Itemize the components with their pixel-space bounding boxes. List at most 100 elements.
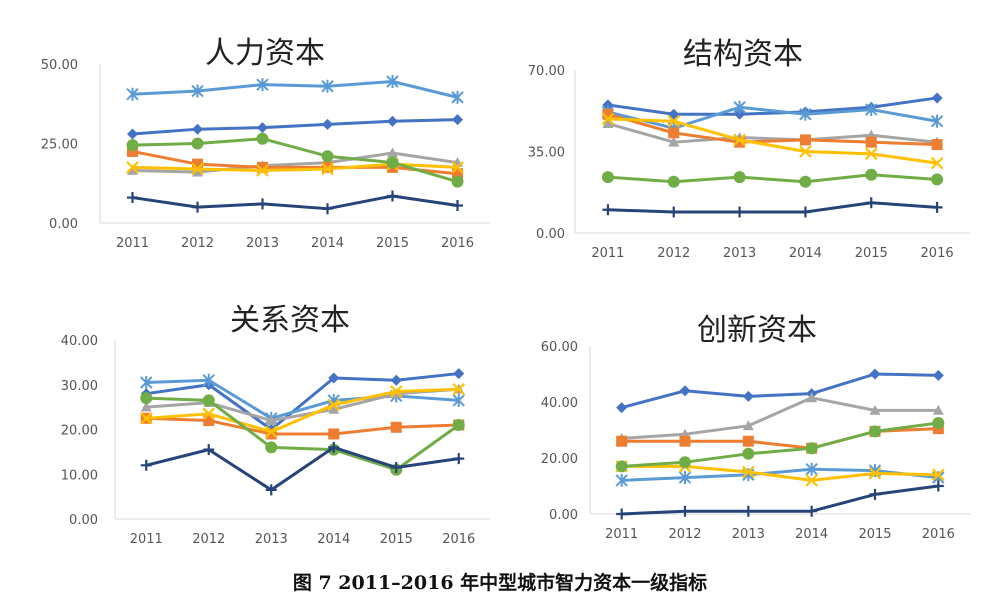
data-point (733, 171, 746, 184)
data-point (387, 147, 398, 158)
y-tick-label: 0.00 (49, 217, 78, 232)
chart-panel: 关系资本 0.00 10.00 20.00 30.00 40.00 2011 2012 2013… (61, 303, 490, 547)
series-line (132, 79, 458, 99)
series-line (146, 396, 460, 472)
y-tick-label: 25.00 (41, 138, 78, 153)
data-point (869, 425, 881, 438)
data-point (452, 114, 463, 126)
x-tick-label: 2014 (317, 532, 350, 547)
data-point (256, 132, 269, 145)
series-1 (616, 368, 944, 414)
data-point (452, 200, 463, 212)
data-point (742, 435, 754, 447)
series-6 (615, 417, 945, 473)
data-point (328, 428, 340, 440)
x-tick-label: 2015 (380, 532, 413, 547)
data-point (451, 161, 464, 174)
series-line (145, 445, 459, 492)
x-tick-label: 2016 (921, 246, 954, 261)
x-tick-label: 2016 (922, 527, 955, 542)
data-point (451, 175, 464, 188)
series-line (621, 421, 939, 468)
series-1 (602, 92, 943, 120)
data-point (733, 100, 746, 114)
data-point (733, 133, 746, 147)
y-tick-label: 0.00 (69, 513, 98, 528)
data-point (601, 171, 614, 184)
x-tick-label: 2014 (311, 236, 344, 251)
series-line (146, 387, 459, 434)
data-point (452, 168, 463, 180)
series-line (146, 387, 459, 423)
y-tick-label: 70.00 (528, 64, 565, 79)
series-line (607, 201, 938, 214)
series-1 (140, 368, 465, 435)
data-point (679, 435, 691, 447)
data-point (616, 508, 628, 520)
series-1 (127, 114, 463, 140)
data-point (126, 87, 139, 101)
y-tick-label: 0.00 (549, 508, 578, 523)
y-tick-label: 50.00 (41, 58, 78, 73)
data-point (667, 175, 680, 188)
series-line (621, 467, 939, 482)
data-point (865, 168, 878, 181)
x-tick-label: 2016 (441, 236, 474, 251)
data-point (865, 136, 877, 148)
x-tick-label: 2013 (723, 246, 756, 261)
series-6 (126, 132, 464, 188)
data-point (799, 175, 812, 188)
data-point (865, 197, 877, 209)
data-point (328, 441, 340, 453)
data-point (192, 201, 203, 213)
y-tick-label: 30.00 (61, 379, 98, 394)
data-point (616, 402, 628, 414)
data-point (264, 425, 278, 439)
data-point (679, 456, 691, 469)
data-point (869, 368, 881, 380)
series-6 (601, 168, 944, 188)
x-tick-label: 2012 (181, 236, 214, 251)
chart-panel: 结构资本 0.00 35.00 70.00 2011 2012 2013 2014 2015 20… (528, 37, 970, 261)
data-point (742, 420, 754, 431)
data-point (386, 156, 399, 169)
chart-panel: 人力资本 0.00 25.00 50.00 2011 2012 2013 2014 2015 20… (41, 36, 490, 251)
x-tick-label: 2016 (442, 532, 475, 547)
data-point (139, 412, 153, 425)
data-point (321, 162, 334, 176)
data-point (265, 484, 277, 496)
series-7 (616, 480, 944, 520)
x-tick-label: 2012 (192, 532, 225, 547)
y-tick-label: 40.00 (61, 334, 98, 349)
series-line (607, 122, 938, 144)
data-point (328, 372, 340, 384)
data-point (140, 401, 152, 412)
series-line (146, 416, 459, 436)
data-point (126, 139, 139, 152)
data-point (930, 114, 944, 128)
series-line (146, 378, 459, 420)
data-point (799, 107, 812, 121)
data-point (678, 471, 692, 485)
data-point (452, 419, 465, 432)
data-point (734, 206, 746, 218)
data-point (615, 473, 628, 487)
series-line (132, 118, 458, 136)
data-point (203, 444, 215, 456)
series-line (132, 137, 458, 184)
data-point (202, 407, 216, 421)
x-tick-label: 2011 (591, 246, 624, 261)
data-point (322, 161, 333, 173)
series-3 (616, 392, 944, 443)
data-point (742, 465, 755, 479)
data-point (931, 173, 944, 186)
data-point (191, 84, 204, 98)
data-point (805, 442, 818, 455)
data-point (602, 204, 614, 216)
x-tick-label: 2013 (246, 236, 279, 251)
data-point (799, 145, 812, 158)
data-point (799, 206, 811, 218)
data-point (865, 103, 878, 117)
chart-title: 人力资本 (205, 36, 325, 71)
data-point (327, 398, 341, 412)
